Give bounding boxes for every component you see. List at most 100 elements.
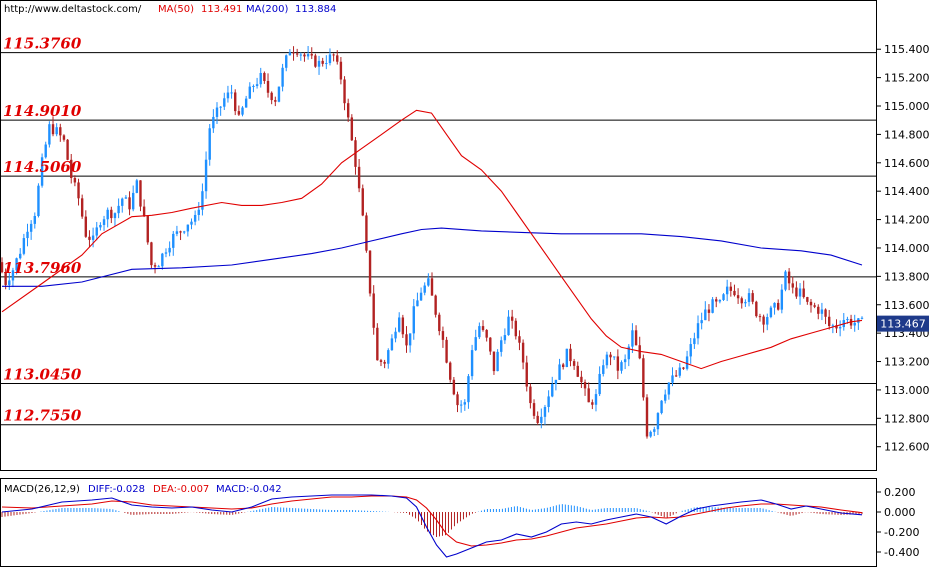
candle-body [37, 185, 40, 217]
macd-y-tick-label: 0.000 [884, 506, 916, 519]
candle-body [412, 306, 415, 334]
candle-body [66, 139, 69, 160]
candle-body [817, 306, 820, 314]
candle-body [153, 265, 157, 267]
candle-body [744, 301, 747, 304]
candle-body [376, 327, 379, 361]
candle-body [135, 180, 139, 193]
candle-body [183, 231, 186, 233]
candle-body [569, 348, 572, 362]
candle-body [620, 362, 623, 371]
candle-body [321, 60, 324, 64]
candle-body [365, 215, 368, 251]
candle-body [244, 98, 248, 108]
candle-body [62, 135, 66, 140]
candle-body [853, 322, 856, 326]
candle-body [503, 335, 507, 341]
candle-body [48, 124, 51, 145]
y-tick-label: 112.800 [884, 412, 930, 425]
candle-body [274, 100, 277, 102]
candle-body [780, 289, 784, 310]
candle-body [346, 103, 350, 118]
candle-body [306, 54, 310, 57]
candle-body [44, 144, 47, 158]
candle-body [474, 337, 477, 351]
candle-body [394, 331, 397, 339]
candle-body [463, 402, 466, 405]
candle-body [660, 400, 663, 414]
candle-body [547, 396, 550, 407]
candle-body [372, 293, 375, 328]
candle-body [277, 86, 281, 102]
macd-y-tick-label: 0.200 [884, 486, 916, 499]
candle-body [613, 356, 616, 358]
candle-body [131, 192, 135, 210]
candle-body [339, 61, 343, 80]
candle-body [671, 375, 674, 383]
candle-body [798, 288, 802, 297]
candle-body [70, 159, 73, 178]
candle-body [387, 350, 390, 364]
candle-body [226, 92, 230, 99]
ma200-value: 113.884 [295, 4, 336, 15]
candle-body [736, 295, 740, 299]
candle-body [481, 326, 485, 330]
candle-body [616, 356, 620, 371]
candle-body [649, 431, 652, 437]
candle-body [212, 116, 215, 129]
candle-body [350, 117, 354, 141]
y-tick-label: 113.000 [884, 384, 930, 397]
candle-body [186, 224, 190, 232]
ma200-line [2, 227, 863, 287]
candle-body [438, 314, 441, 332]
candle-body [656, 413, 660, 430]
candle-body [755, 301, 758, 317]
candle-body [554, 379, 558, 385]
candle-body [234, 92, 237, 112]
candle-body [518, 336, 521, 343]
candle-body [193, 214, 197, 222]
candle-body [164, 252, 168, 254]
candle-body [820, 309, 824, 314]
candle-body [459, 404, 463, 406]
candle-body [328, 54, 332, 64]
y-tick-label: 113.600 [884, 299, 930, 312]
candle-body [26, 231, 29, 239]
candle-body [627, 346, 630, 360]
candle-body [201, 191, 204, 210]
macd-y-tick-label: -0.200 [884, 526, 919, 539]
candle-body [634, 330, 638, 346]
candle-body [215, 107, 219, 117]
candle-body [379, 360, 383, 362]
candle-body [4, 272, 7, 285]
y-tick-label: 114.600 [884, 157, 930, 170]
candle-body [507, 316, 510, 336]
candle-body [860, 317, 864, 319]
macd-diff-value: DIFF:-0.028 [88, 484, 145, 495]
candle-body [824, 309, 827, 317]
candle-body [452, 379, 456, 395]
candle-body [787, 271, 791, 284]
candle-body [525, 362, 528, 387]
candle-body [441, 331, 445, 340]
candle-body [29, 223, 33, 232]
ma50-label: MA(50) [158, 4, 194, 15]
candle-body [22, 238, 26, 254]
candle-body [558, 364, 561, 380]
candle-body [95, 227, 98, 236]
candle-body [689, 344, 692, 357]
candle-body [248, 86, 251, 99]
candle-body [762, 316, 765, 325]
candle-body [445, 339, 448, 363]
candle-body [241, 107, 244, 115]
candle-body [77, 182, 80, 199]
candle-body [766, 317, 769, 325]
candle-body [223, 98, 226, 107]
candle-body [317, 60, 321, 67]
y-tick-label: 113.200 [884, 356, 930, 369]
candle-body [449, 362, 452, 380]
candle-body [529, 386, 532, 404]
candle-body [809, 301, 813, 306]
candle-body [204, 159, 208, 192]
